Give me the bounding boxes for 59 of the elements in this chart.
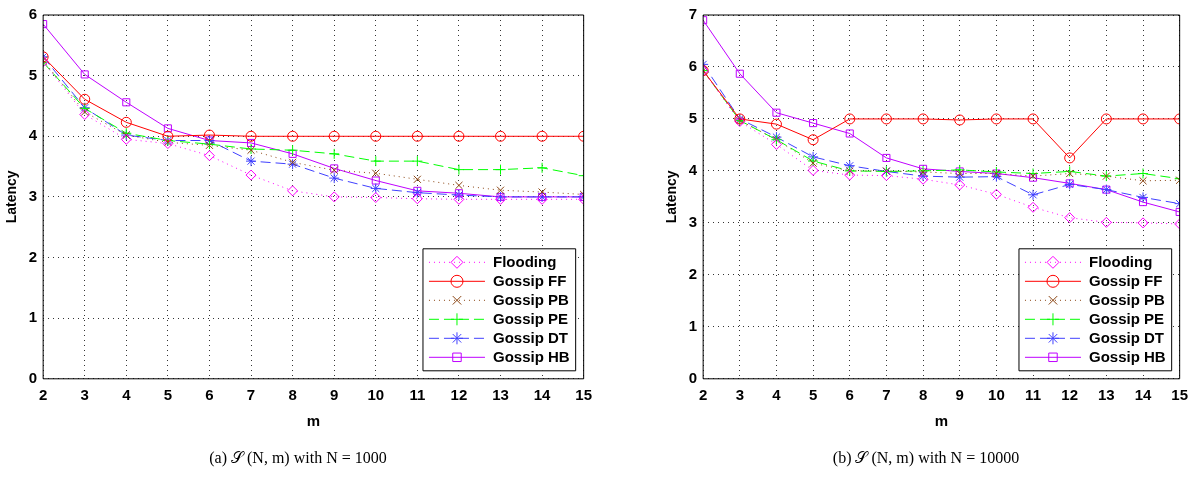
- y-tick-label: 2: [688, 265, 698, 282]
- x-tick-label: 4: [122, 385, 132, 403]
- x-tick-label: 9: [330, 385, 339, 403]
- y-tick-label: 1: [28, 308, 38, 326]
- y-tick-label: 1: [688, 316, 698, 334]
- legend-label: Gossip DT: [1088, 329, 1164, 347]
- legend-label: Gossip PB: [1088, 291, 1165, 309]
- x-tick-label: 3: [80, 385, 89, 403]
- x-axis-title: m: [306, 411, 321, 429]
- x-tick-label: 5: [163, 385, 173, 403]
- x-tick-label: 8: [918, 385, 928, 403]
- y-tick-label: 4: [688, 161, 698, 179]
- y-tick-label: 3: [28, 187, 38, 205]
- x-tick-label: 6: [845, 385, 854, 403]
- legend-label: Gossip HB: [1088, 348, 1166, 366]
- y-tick-label: 5: [28, 65, 38, 83]
- y-axis-title: Latency: [3, 170, 20, 224]
- x-tick-label: 13: [492, 385, 509, 403]
- legend-label: Gossip PE: [1088, 310, 1165, 328]
- y-axis-title: Latency: [663, 170, 680, 224]
- x-tick-label: 5: [808, 385, 818, 403]
- x-tick-label: 10: [367, 385, 385, 403]
- legend-label: Gossip FF: [492, 272, 567, 290]
- x-tick-label: 7: [882, 385, 891, 403]
- x-axis-title: m: [934, 411, 949, 429]
- x-tick-label: 12: [1061, 385, 1079, 403]
- x-tick-label: 4: [772, 385, 782, 403]
- x-tick-label: 12: [450, 385, 468, 403]
- x-tick-label: 10: [988, 385, 1005, 403]
- legend-label: Gossip FF: [1088, 272, 1163, 290]
- legend-label: Gossip PB: [492, 291, 569, 309]
- x-tick-label: 14: [533, 385, 552, 403]
- x-tick-label: 13: [1098, 385, 1115, 403]
- x-tick-label: 14: [1134, 385, 1152, 403]
- y-tick-label: 6: [688, 57, 698, 75]
- x-tick-label: 3: [735, 385, 744, 403]
- y-tick-label: 5: [688, 109, 698, 127]
- legend-label: Gossip PE: [492, 310, 569, 328]
- y-tick-label: 6: [28, 5, 38, 23]
- x-tick-label: 15: [1171, 385, 1188, 403]
- y-tick-label: 4: [28, 126, 38, 144]
- x-tick-label: 9: [955, 385, 964, 403]
- x-tick-label: 7: [246, 385, 256, 403]
- x-tick-label: 6: [205, 385, 214, 403]
- y-tick-label: 0: [688, 368, 698, 386]
- y-tick-label: 3: [688, 213, 698, 231]
- legend-label: Flooding: [492, 253, 557, 271]
- x-tick-label: 11: [409, 385, 426, 403]
- legend-label: Gossip DT: [492, 329, 568, 347]
- x-tick-label: 11: [1025, 385, 1041, 403]
- text: (a) 𝒮 (N, m) with N = 1000: [209, 448, 387, 467]
- y-tick-label: 0: [28, 368, 38, 386]
- y-tick-label: 2: [28, 247, 38, 265]
- legend-label: Gossip HB: [492, 348, 570, 366]
- y-tick-label: 7: [688, 5, 698, 23]
- legend-label: Flooding: [1088, 253, 1153, 271]
- x-tick-label: 8: [288, 385, 297, 403]
- x-tick-label: 15: [575, 385, 592, 403]
- text: (b) 𝒮 (N, m) with N = 10000: [832, 448, 1020, 467]
